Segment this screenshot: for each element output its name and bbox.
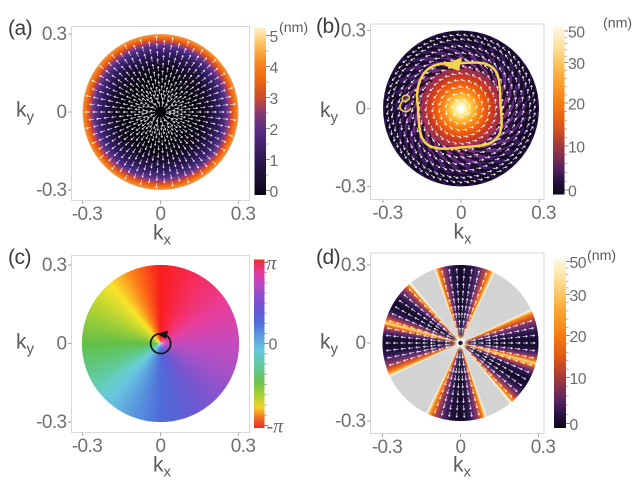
svg-text:20: 20 <box>570 329 587 346</box>
svg-text:30: 30 <box>568 56 585 73</box>
svg-text:0.3: 0.3 <box>341 255 366 276</box>
svg-text:(nm): (nm) <box>603 16 632 32</box>
svg-text:0.3: 0.3 <box>42 255 67 276</box>
svg-text:-π: -π <box>267 415 285 437</box>
svg-text:3: 3 <box>270 91 279 108</box>
svg-text:0: 0 <box>570 417 579 434</box>
svg-text:0: 0 <box>57 102 67 123</box>
svg-text:10: 10 <box>568 140 585 157</box>
svg-text:0: 0 <box>456 437 466 458</box>
svg-text:0.3: 0.3 <box>341 21 366 42</box>
svg-text:0.3: 0.3 <box>231 204 256 225</box>
svg-text:-0.3: -0.3 <box>372 203 402 224</box>
svg-text:0: 0 <box>269 337 278 354</box>
svg-text:(nm): (nm) <box>587 248 616 264</box>
svg-text:0.3: 0.3 <box>531 203 556 224</box>
svg-text:0: 0 <box>156 436 166 457</box>
svg-text:(nm): (nm) <box>279 20 308 36</box>
svg-text:50: 50 <box>568 25 585 42</box>
svg-text:0: 0 <box>57 334 67 355</box>
svg-text:π: π <box>267 252 278 274</box>
svg-text:-0.3: -0.3 <box>36 412 66 433</box>
svg-text:-0.3: -0.3 <box>72 204 102 225</box>
svg-text:0.3: 0.3 <box>231 436 256 457</box>
svg-text:(d): (d) <box>316 246 340 269</box>
svg-text:4: 4 <box>270 60 279 77</box>
svg-text:0: 0 <box>568 184 577 201</box>
svg-text:2: 2 <box>270 122 278 139</box>
svg-text:-0.3: -0.3 <box>335 411 365 432</box>
svg-text:0.3: 0.3 <box>42 24 67 45</box>
svg-text:-0.3: -0.3 <box>372 437 402 458</box>
svg-text:0: 0 <box>156 204 166 225</box>
svg-text:0: 0 <box>456 203 466 224</box>
svg-text:(c): (c) <box>8 246 31 269</box>
svg-text:10: 10 <box>570 371 587 388</box>
svg-text:0: 0 <box>356 99 366 120</box>
svg-text:5: 5 <box>270 29 279 46</box>
svg-text:-0.3: -0.3 <box>36 180 66 201</box>
svg-text:50: 50 <box>570 255 587 272</box>
svg-text:30: 30 <box>570 288 587 305</box>
svg-text:0: 0 <box>356 333 366 354</box>
svg-text:(b): (b) <box>316 15 340 38</box>
svg-text:20: 20 <box>568 97 585 114</box>
svg-text:0: 0 <box>270 184 279 201</box>
svg-text:-0.3: -0.3 <box>335 177 365 198</box>
svg-text:0.3: 0.3 <box>531 437 556 458</box>
svg-text:(a): (a) <box>8 17 32 40</box>
svg-text:1: 1 <box>270 153 279 170</box>
svg-text:-0.3: -0.3 <box>72 436 102 457</box>
